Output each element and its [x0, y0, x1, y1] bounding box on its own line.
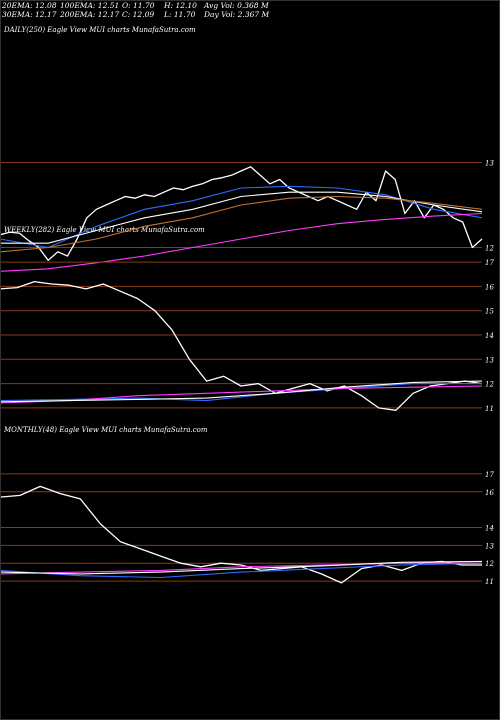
stat-close: C: 12.09 — [122, 10, 155, 19]
weekly-y-tick-label: 12 — [485, 381, 494, 389]
weekly-series-line-3 — [0, 380, 483, 403]
daily-chart-title: DAILY(250) Eagle View MUI charts MunafaS… — [4, 26, 196, 34]
weekly-y-tick-label: 16 — [485, 283, 494, 291]
stat-open: O: 11.70 — [122, 1, 155, 10]
monthly-series-line-3 — [0, 560, 483, 575]
stat-day-vol: Day Vol: 2.367 M — [204, 10, 270, 19]
weekly-series-line-0 — [0, 280, 483, 411]
stat-20ema: 20EMA: 12.08 — [2, 1, 57, 10]
monthly-y-tick-label: 16 — [485, 489, 494, 497]
daily-series-line-2 — [0, 212, 483, 272]
monthly-y-tick-label: 17 — [485, 471, 494, 479]
stat-100ema: 100EMA: 12.51 — [60, 1, 120, 10]
daily-series-line-4 — [0, 195, 483, 253]
weekly-y-tick-label: 15 — [485, 308, 494, 316]
monthly-y-tick-label: 13 — [485, 542, 494, 550]
stat-200ema: 200EMA: 12.17 — [60, 10, 120, 19]
monthly-series-line-2 — [0, 562, 482, 575]
stat-30ema: 30EMA: 12.17 — [2, 10, 57, 19]
stat-high: H: 12.10 — [164, 1, 197, 10]
daily-series-line-0 — [0, 166, 483, 261]
stat-avg-vol: Avg Vol: 0.368 M — [204, 1, 269, 10]
weekly-chart-title: WEEKLY(282) Eagle View MUI charts Munafa… — [4, 226, 205, 234]
monthly-chart-title: MONTHLY(48) Eagle View MUI charts Munafa… — [4, 426, 208, 434]
monthly-series-line-0 — [0, 485, 482, 584]
monthly-y-tick-label: 14 — [485, 525, 494, 533]
weekly-series-line-1 — [0, 383, 482, 402]
daily-y-tick-label: 13 — [485, 160, 494, 168]
weekly-y-tick-label: 17 — [485, 259, 494, 267]
monthly-y-tick-label: 12 — [485, 560, 494, 568]
monthly-series-line-1 — [0, 562, 483, 579]
monthly-y-tick-label: 11 — [485, 578, 494, 586]
weekly-series-line-2 — [0, 385, 483, 404]
daily-series-line-1 — [0, 185, 483, 249]
weekly-y-tick-label: 13 — [485, 356, 494, 364]
weekly-y-tick-label: 14 — [485, 332, 494, 340]
weekly-y-tick-label: 11 — [485, 405, 494, 413]
daily-y-tick-label: 12 — [485, 245, 494, 253]
daily-series-line-3 — [0, 191, 483, 244]
stat-low: L: 11.70 — [164, 10, 196, 19]
